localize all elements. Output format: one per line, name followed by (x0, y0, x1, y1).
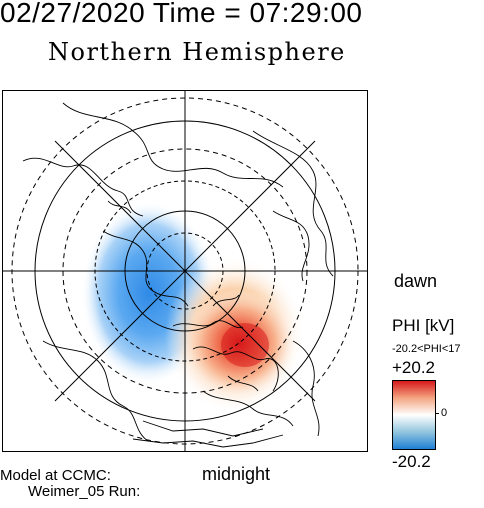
colorbar-range: -20.2<PHI<17 (392, 343, 461, 355)
coastlines (22, 102, 334, 448)
colorbar-unit: [kV] (425, 316, 455, 335)
meridian-grid (3, 91, 367, 451)
colorbar-quantity: PHI (392, 316, 421, 335)
polar-map-svg (3, 91, 367, 451)
polar-map (2, 90, 368, 452)
colorbar (392, 380, 436, 450)
model-label-line1: Model at CCMC: (0, 467, 111, 484)
colorbar-max-label: +20.2 (392, 358, 436, 377)
datetime-header: 02/27/2020 Time = 07:29:00 (0, 0, 363, 28)
colorbar-min-label: -20.2 (392, 452, 431, 471)
potential-pattern (81, 201, 305, 413)
model-label-line2: Weimer_05 Run: (28, 483, 141, 500)
colorbar-zero-tick (435, 413, 439, 414)
hemisphere-title: Northern Hemisphere (48, 38, 346, 66)
colorbar-zero-label: 0 (441, 407, 448, 419)
midnight-label: midnight (202, 464, 271, 484)
colorbar-title: PHI [kV] (392, 316, 454, 336)
dawn-label: dawn (394, 271, 438, 291)
positive-cell-core (221, 323, 269, 367)
